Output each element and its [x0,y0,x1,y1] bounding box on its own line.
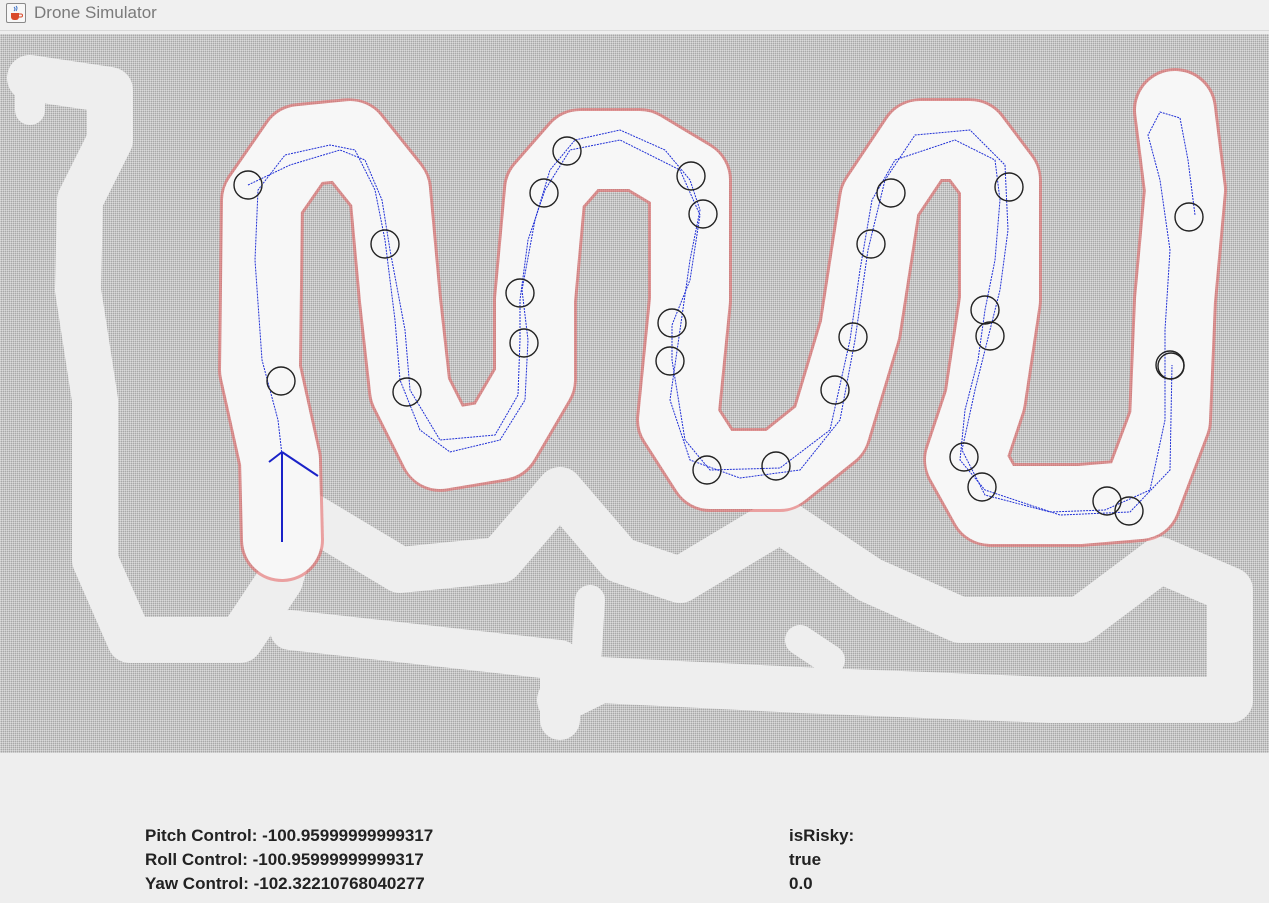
waypoint [994,172,1024,202]
waypoint [266,366,296,396]
drone-marker [268,451,319,542]
waypoint [975,321,1005,351]
waypoint [676,161,706,191]
waypoint [970,295,1000,325]
flight-path-outer [254,111,1196,513]
waypoint [505,278,535,308]
waypoint [876,178,906,208]
waypoint [761,451,791,481]
waypoint [967,472,997,502]
waypoint [370,229,400,259]
is-risky-value: true [789,850,822,869]
waypoint [657,308,687,338]
window-titlebar[interactable]: Drone Simulator [0,0,1269,31]
waypoint [820,375,850,405]
waypoint [233,170,263,200]
waypoint [392,377,422,407]
yaw-control-readout: Yaw Control: -102.32210768040277 [145,874,425,893]
window-title: Drone Simulator [34,3,157,22]
free-space-corridors [7,55,1253,740]
waypoint [688,199,718,229]
pitch-control-readout: Pitch Control: -100.95999999999317 [145,826,434,845]
waypoint [838,322,868,352]
java-cup-icon [6,3,26,23]
waypoint [949,442,979,472]
waypoint [552,136,582,166]
waypoints [233,136,1204,526]
waypoint [1157,352,1185,380]
waypoint [692,455,722,485]
waypoint [1114,496,1144,526]
flight-path-inner [247,139,1173,516]
waypoint [1092,486,1122,516]
waypoint [509,328,539,358]
waypoint [1174,202,1204,232]
roll-control-readout: Roll Control: -100.95999999999317 [145,850,424,869]
waypoint [529,178,559,208]
waypoint [856,229,886,259]
explored-region [218,68,1227,582]
is-risky-label: isRisky: [789,826,855,845]
simulation-map[interactable] [0,34,1269,753]
status-value: 0.0 [789,874,813,893]
waypoint [655,346,685,376]
